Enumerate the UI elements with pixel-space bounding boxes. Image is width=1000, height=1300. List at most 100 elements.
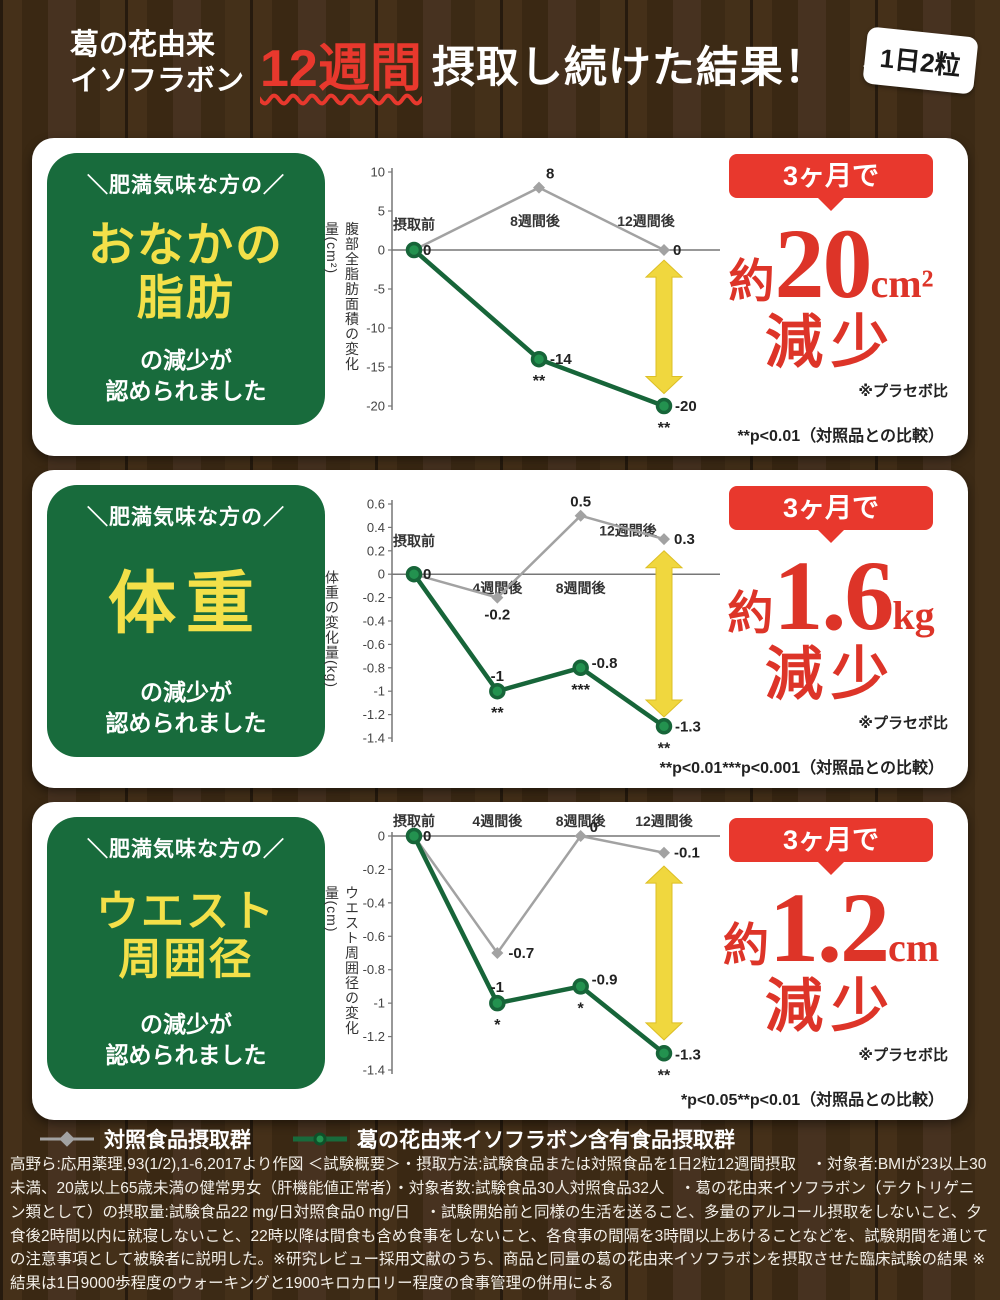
svg-text:0.3: 0.3 bbox=[674, 531, 695, 548]
result-word: 減少 bbox=[764, 974, 897, 1039]
circle-marker-icon bbox=[313, 1132, 327, 1146]
chart-legend: 対照食品摂取群 葛の花由来イソフラボン含有食品摂取群 bbox=[40, 1124, 735, 1154]
svg-text:10: 10 bbox=[371, 165, 385, 180]
svg-text:-0.2: -0.2 bbox=[363, 590, 385, 605]
chart-canvas: 0 -0.2 -0.4 -0.6 -0.8 -1 -1.2 -1.4 摂取前 4週間後 8週間後 12… bbox=[344, 810, 724, 1117]
result-word: 減少 bbox=[764, 642, 897, 707]
placebo-note: ※プラセボ比 bbox=[858, 382, 948, 400]
claim-box-waist: ＼肥満気味な方の／ ウエスト 周囲径 の減少が 認められました bbox=[47, 817, 325, 1089]
legend-test-label: 葛の花由来イソフラボン含有食品摂取群 bbox=[357, 1129, 735, 1152]
svg-text:-0.2: -0.2 bbox=[363, 862, 385, 877]
body-weight-chart: 体重の変化量(kg) 0.6 0.4 0.2 0 -0.2 -0.4 -0.6 -0.8 -1 -… bbox=[318, 478, 730, 780]
waist-chart: ウエスト周囲径の変化量(cm) 0 -0.2 -0.4 -0.6 -0.8 -1 -1.2 -… bbox=[318, 810, 730, 1112]
chart-canvas: 0.6 0.4 0.2 0 -0.2 -0.4 -0.6 -0.8 -1 -1.2 -1.4 摂取前 4… bbox=[344, 478, 724, 785]
svg-text:12週間後: 12週間後 bbox=[617, 213, 676, 229]
svg-text:-20: -20 bbox=[675, 398, 697, 415]
approx-label: 約 bbox=[722, 920, 769, 971]
svg-text:8週間後: 8週間後 bbox=[556, 813, 607, 829]
y-axis-label: ウエスト周囲径の変化量(cm) bbox=[324, 885, 360, 1036]
claim-tagline: ＼肥満気味な方の／ bbox=[87, 838, 285, 861]
svg-text:0: 0 bbox=[673, 242, 681, 259]
result-value: 20 bbox=[774, 208, 872, 319]
result-amount: 約 20 cm² bbox=[728, 208, 933, 319]
claim-box-body-weight: ＼肥満気味な方の／ 体重 の減少が 認められました bbox=[47, 485, 325, 757]
dosage-badge: 1日2粒 bbox=[862, 26, 979, 95]
result-amount: 約 1.2 cm bbox=[722, 872, 940, 983]
chart-canvas: 10 5 0 -5 -10 -15 -20 摂取前 8週間後 12週間後 0 8 0 -14 ** -20 ** bbox=[344, 146, 724, 453]
svg-text:-1: -1 bbox=[373, 996, 385, 1011]
svg-text:0: 0 bbox=[423, 242, 431, 259]
svg-text:0: 0 bbox=[378, 567, 385, 582]
svg-text:-5: -5 bbox=[373, 282, 385, 297]
svg-text:-0.2: -0.2 bbox=[484, 607, 510, 624]
title-highlight-weeks: 12週間 bbox=[260, 40, 422, 98]
svg-text:-0.7: -0.7 bbox=[508, 945, 534, 962]
result-summary: 3ヶ月で 約 20 cm² 減少 ※プラセボ比 bbox=[712, 154, 950, 401]
claim-subtext: の減少が 認められました bbox=[105, 1010, 267, 1068]
svg-text:**: ** bbox=[491, 705, 504, 722]
svg-text:0: 0 bbox=[378, 829, 385, 844]
claim-tagline: ＼肥満気味な方の／ bbox=[87, 506, 285, 529]
legend-test-group: 葛の花由来イソフラボン含有食品摂取群 bbox=[293, 1124, 735, 1154]
svg-text:**: ** bbox=[533, 373, 546, 390]
svg-text:12週間後: 12週間後 bbox=[599, 523, 658, 539]
claim-tagline: ＼肥満気味な方の／ bbox=[87, 174, 285, 197]
svg-text:-0.6: -0.6 bbox=[363, 929, 385, 944]
result-value: 1.2 bbox=[768, 872, 890, 983]
claim-headline: ウエスト 周囲径 bbox=[96, 887, 276, 984]
panel-belly-fat: ＼肥満気味な方の／ おなかの 脂肪 の減少が 認められました 腹部全脂肪面積の変… bbox=[32, 138, 968, 456]
line-chart-svg: 0 -0.2 -0.4 -0.6 -0.8 -1 -1.2 -1.4 摂取前 4週間後 8週間後 12… bbox=[363, 813, 720, 1084]
svg-text:***: *** bbox=[571, 682, 590, 699]
placebo-note: ※プラセボ比 bbox=[858, 714, 948, 732]
svg-text:-0.8: -0.8 bbox=[592, 655, 618, 672]
svg-text:0.2: 0.2 bbox=[367, 543, 385, 558]
svg-text:-10: -10 bbox=[366, 321, 385, 336]
legend-control-label: 対照食品摂取群 bbox=[104, 1129, 251, 1152]
svg-text:-1.4: -1.4 bbox=[363, 731, 385, 746]
result-amount: 約 1.6 kg bbox=[727, 540, 935, 651]
result-summary: 3ヶ月で 約 1.6 kg 減少 ※プラセボ比 bbox=[712, 486, 950, 733]
result-unit: kg bbox=[892, 593, 935, 638]
significance-note: *p<0.05**p<0.01（対照品との比較） bbox=[680, 1092, 944, 1109]
brand-name: 葛の花由来 イソフラボン bbox=[70, 29, 245, 97]
svg-text:8週間後: 8週間後 bbox=[510, 213, 561, 229]
result-word: 減少 bbox=[764, 310, 897, 375]
result-summary: 3ヶ月で 約 1.2 cm 減少 ※プラセボ比 bbox=[712, 818, 950, 1065]
page-title: 摂取し続けた結果！ bbox=[431, 43, 828, 92]
svg-text:摂取前: 摂取前 bbox=[393, 533, 435, 549]
y-axis-label: 体重の変化量(kg) bbox=[324, 569, 340, 689]
difference-arrow bbox=[644, 865, 684, 1041]
significance-note: **p<0.01***p<0.001（対照品との比較） bbox=[659, 760, 944, 777]
header-title-row: 葛の花由来 イソフラボン 12週間 摂取し続けた結果！ bbox=[70, 26, 828, 101]
result-value: 1.6 bbox=[773, 540, 894, 651]
period-badge: 3ヶ月で bbox=[729, 818, 933, 862]
svg-text:-1.4: -1.4 bbox=[363, 1063, 385, 1078]
svg-text:5: 5 bbox=[378, 204, 385, 219]
svg-text:0: 0 bbox=[590, 819, 598, 836]
control-series-marker-icon bbox=[40, 1129, 94, 1149]
difference-arrow bbox=[644, 259, 684, 395]
result-unit: cm bbox=[887, 925, 940, 970]
svg-text:-0.9: -0.9 bbox=[592, 971, 618, 988]
significance-note: **p<0.01（対照品との比較） bbox=[737, 428, 944, 445]
svg-text:-0.1: -0.1 bbox=[674, 845, 700, 862]
claim-box-belly-fat: ＼肥満気味な方の／ おなかの 脂肪 の減少が 認められました bbox=[47, 153, 325, 425]
test-series-marker-icon bbox=[293, 1129, 347, 1149]
svg-text:*: * bbox=[578, 1000, 585, 1017]
svg-text:-1.2: -1.2 bbox=[363, 707, 385, 722]
page-header: 葛の花由来 イソフラボン 12週間 摂取し続けた結果！ 1日2粒 bbox=[0, 20, 1000, 132]
period-badge: 3ヶ月で bbox=[729, 154, 933, 198]
study-footnote: 高野ら:応用薬理,93(1/2),1-6,2017より作図 ＜試験概要＞・摂取方… bbox=[10, 1156, 989, 1293]
svg-text:8週間後: 8週間後 bbox=[556, 580, 607, 596]
diamond-marker-icon bbox=[59, 1131, 75, 1147]
svg-text:*: * bbox=[494, 1017, 501, 1034]
svg-text:-1: -1 bbox=[373, 684, 385, 699]
svg-text:摂取前: 摂取前 bbox=[393, 217, 435, 233]
svg-text:8: 8 bbox=[546, 166, 554, 183]
svg-text:-20: -20 bbox=[366, 399, 385, 414]
svg-text:**: ** bbox=[658, 1067, 671, 1084]
svg-text:-1.3: -1.3 bbox=[675, 718, 701, 735]
svg-text:-1.3: -1.3 bbox=[675, 1046, 701, 1063]
